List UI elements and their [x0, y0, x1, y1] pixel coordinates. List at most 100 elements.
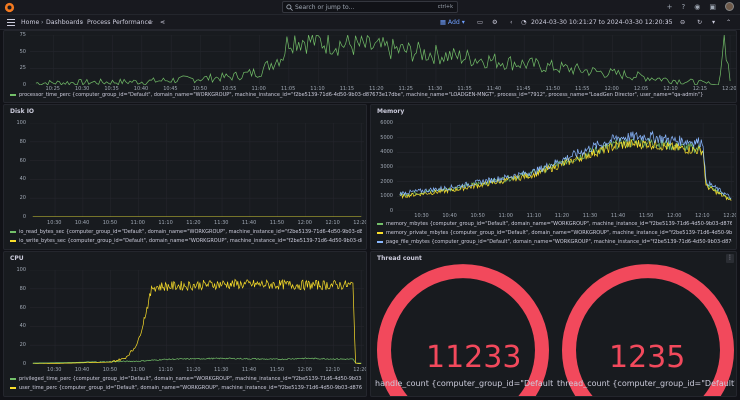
x-tick-label: 12:10: [325, 367, 340, 373]
legend-item[interactable]: page_file_mbytes {computer_group_id="Def…: [377, 239, 732, 245]
search-placeholder: Search or jump to...: [295, 4, 355, 11]
rss-icon[interactable]: ◉: [694, 2, 701, 11]
collapse-icon[interactable]: ⌃: [726, 19, 732, 26]
legend-label: page_file_mbytes {computer_group_id="Def…: [386, 239, 732, 245]
x-tick-label: 12:00: [604, 86, 619, 92]
x-tick-label: 11:00: [251, 86, 266, 92]
x-tick-label: 11:55: [575, 86, 590, 92]
processor-time-chart[interactable]: [30, 35, 736, 85]
x-tick-label: 10:50: [102, 220, 118, 226]
y-tick-label: 3000: [380, 164, 393, 170]
y-tick-label: 20: [19, 195, 26, 202]
y-tick-label: 40: [19, 176, 26, 183]
y-tick-label: 5000: [380, 134, 393, 141]
breadcrumb-separator-icon: ›: [41, 19, 44, 26]
x-tick-label: 11:10: [526, 213, 542, 219]
nav-bar: Home › Dashboards › Process Performance …: [0, 15, 740, 30]
panel-menu-icon[interactable]: ⋮: [726, 254, 734, 263]
panel-title: Memory: [377, 108, 405, 115]
share-icon[interactable]: ⋖: [160, 19, 166, 26]
x-tick-label: 11:35: [457, 86, 472, 92]
x-tick-label: 10:25: [45, 86, 60, 92]
panel-title: CPU: [10, 255, 24, 262]
x-tick-label: 12:10: [695, 213, 710, 219]
search-input[interactable]: Search or jump to... ctrl+k: [282, 1, 458, 13]
x-tick-label: 10:30: [47, 367, 62, 373]
legend-swatch: [10, 93, 16, 96]
x-tick-label: 10:40: [74, 367, 90, 373]
legend-item[interactable]: memory_private_mbytes {computer_group_id…: [377, 230, 732, 236]
gauge-fill: [377, 264, 549, 396]
x-tick-label: 11:05: [280, 86, 296, 92]
x-tick-label: 11:00: [498, 213, 513, 219]
search-icon: [286, 4, 293, 11]
series-line-privileged_time_perc: [32, 357, 362, 364]
clock-icon: ◔: [521, 19, 527, 26]
time-back-icon[interactable]: ‹: [510, 19, 513, 26]
x-tick-label: 11:40: [241, 220, 257, 226]
x-tick-label: 11:30: [214, 367, 229, 373]
settings-icon[interactable]: ⚙: [492, 19, 498, 26]
y-tick-label: 80: [19, 285, 26, 292]
legend-item[interactable]: privileged_time_perc {computer_group_id=…: [10, 376, 362, 382]
news-icon[interactable]: ▣: [709, 2, 716, 11]
legend-label: io_read_bytes_sec {computer_group_id="De…: [19, 229, 362, 235]
avatar[interactable]: [725, 2, 734, 11]
x-tick-label: 12:10: [663, 86, 678, 92]
x-tick-label: 11:20: [554, 213, 570, 219]
star-icon[interactable]: ☆: [148, 19, 154, 26]
x-tick-label: 11:40: [486, 86, 502, 92]
menu-icon[interactable]: [7, 19, 15, 26]
memory-chart[interactable]: [397, 123, 734, 211]
x-tick-label: 11:50: [269, 367, 285, 373]
legend-item[interactable]: memory_mbytes {computer_group_id="Defaul…: [377, 221, 732, 227]
y-tick-label: 100: [16, 267, 26, 273]
zoom-out-icon[interactable]: ⊖: [680, 19, 686, 26]
x-tick-label: 11:30: [214, 220, 229, 226]
save-icon[interactable]: ▭: [477, 19, 483, 26]
panel-processor-time: 75 50 25 0 10:25 10:30 10:35 10:40 10:45 10:50 10…: [3, 30, 737, 103]
breadcrumb-dashboards[interactable]: Dashboards: [46, 19, 83, 26]
y-tick-label: 50: [19, 48, 26, 55]
x-tick-label: 11:50: [269, 220, 285, 226]
y-tick-label: 60: [19, 304, 26, 311]
refresh-icon[interactable]: ↻: [697, 19, 703, 26]
legend-swatch: [377, 231, 383, 234]
disk-io-chart[interactable]: [30, 123, 364, 217]
legend-processor-time[interactable]: processor_time_perc {computer_group_id="…: [10, 92, 730, 98]
cpu-chart[interactable]: [30, 270, 364, 364]
y-tick-label: 75: [19, 32, 26, 38]
x-tick-label: 11:15: [339, 86, 355, 92]
x-tick-label: 10:50: [102, 367, 118, 373]
x-tick-label: 10:30: [74, 86, 90, 92]
panel-title: Thread count: [377, 255, 422, 262]
x-tick-label: 11:30: [582, 213, 598, 219]
legend-swatch: [10, 239, 16, 242]
legend-item[interactable]: io_read_bytes_sec {computer_group_id="De…: [10, 229, 362, 235]
x-tick-label: 11:00: [130, 220, 145, 226]
gauge-fill: [562, 264, 734, 396]
help-icon[interactable]: ?: [681, 2, 686, 11]
x-tick-label: 10:40: [442, 213, 457, 219]
add-button[interactable]: ▦ Add ▾: [440, 19, 465, 26]
x-tick-label: 12:00: [297, 367, 312, 373]
time-range-picker[interactable]: 2024-03-30 10:21:27 to 2024-03-30 12:20:…: [531, 19, 673, 26]
x-tick-label: 11:40: [241, 367, 257, 373]
y-tick-label: 25: [19, 65, 26, 72]
legend-item[interactable]: io_write_bytes_sec {computer_group_id="D…: [10, 238, 362, 244]
series-line-processor-time: [35, 35, 731, 85]
x-tick-label: 11:25: [398, 86, 413, 92]
time-forward-icon[interactable]: ›: [666, 19, 669, 26]
y-tick-label: 1000: [380, 193, 393, 200]
refresh-interval-dropdown[interactable]: ▾: [712, 19, 716, 26]
x-tick-label: 10:40: [74, 220, 90, 226]
breadcrumb-home[interactable]: Home: [21, 19, 40, 26]
legend-label: memory_mbytes {computer_group_id="Defaul…: [386, 221, 732, 227]
grafana-logo-icon[interactable]: [4, 2, 15, 13]
panel-thread-count: Thread count ⋮ 11233 1235 handle_count {…: [370, 251, 737, 397]
legend-label: processor_time_perc {computer_group_id="…: [19, 92, 704, 98]
y-tick-label: 60: [19, 157, 26, 164]
plus-icon[interactable]: +: [666, 2, 673, 11]
legend-item[interactable]: user_time_perc {computer_group_id="Defau…: [10, 385, 362, 391]
x-tick-label: 12:15: [692, 86, 708, 92]
